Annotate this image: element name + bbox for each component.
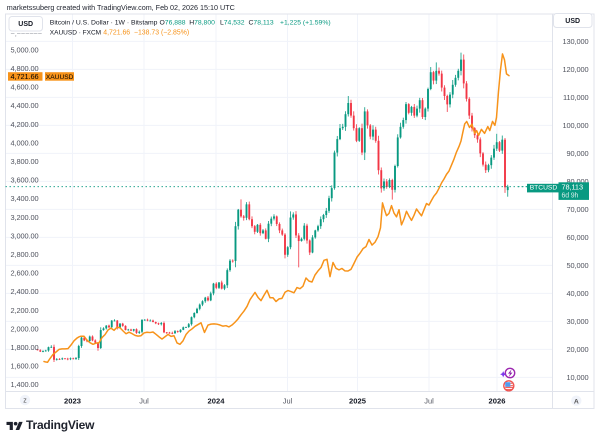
svg-text:1,400.00: 1,400.00 [11, 380, 39, 389]
svg-text:A: A [574, 398, 579, 405]
svg-text:L74,532: L74,532 [220, 19, 245, 26]
svg-text:+1,225 (+1.59%): +1,225 (+1.59%) [280, 19, 331, 26]
svg-text:TradingView: TradingView [26, 418, 95, 432]
svg-text:40,000: 40,000 [566, 289, 588, 298]
svg-text:60,000: 60,000 [566, 233, 588, 242]
svg-text:3,000.00: 3,000.00 [11, 231, 39, 240]
svg-text:USD: USD [18, 21, 33, 28]
svg-text:2023: 2023 [64, 396, 81, 405]
svg-text:4,000.00: 4,000.00 [11, 138, 39, 147]
svg-text:−,−−−−−−: −,−−−−−− [11, 29, 42, 38]
svg-text:3,200.00: 3,200.00 [11, 213, 39, 222]
svg-text:70,000: 70,000 [566, 205, 588, 214]
svg-text:3,600.00: 3,600.00 [11, 176, 39, 185]
svg-text:6d 9h: 6d 9h [562, 193, 579, 200]
svg-text:O76,888: O76,888 [160, 19, 186, 26]
svg-text:4,600.00: 4,600.00 [11, 83, 39, 92]
svg-text:3,400.00: 3,400.00 [11, 194, 39, 203]
svg-text:C78,113: C78,113 [249, 19, 274, 26]
svg-text:4,721.66: 4,721.66 [11, 72, 39, 81]
svg-text:10,000: 10,000 [566, 373, 588, 382]
svg-text:130,000: 130,000 [562, 37, 588, 46]
svg-text:H78,800: H78,800 [189, 19, 215, 26]
svg-text:BTCUSD: BTCUSD [530, 185, 558, 192]
svg-text:marketssuberg created with Tra: marketssuberg created with TradingView.c… [7, 3, 235, 12]
svg-text:2,600.00: 2,600.00 [11, 269, 39, 278]
svg-text:1,800.00: 1,800.00 [11, 343, 39, 352]
svg-text:20,000: 20,000 [566, 345, 588, 354]
svg-text:50,000: 50,000 [566, 261, 588, 270]
svg-text:Jul: Jul [139, 396, 149, 405]
svg-text:30,000: 30,000 [566, 317, 588, 326]
svg-text:4,200.00: 4,200.00 [11, 120, 39, 129]
svg-text:3,800.00: 3,800.00 [11, 157, 39, 166]
svg-text:2,400.00: 2,400.00 [11, 287, 39, 296]
svg-text:1,600.00: 1,600.00 [11, 362, 39, 371]
svg-text:Bitcoin / U.S. Dollar · 1W · B: Bitcoin / U.S. Dollar · 1W · Bitstamp [50, 19, 158, 26]
svg-text:XAUUSD · FXCM: XAUUSD · FXCM [50, 30, 101, 37]
svg-text:Jul: Jul [424, 396, 434, 405]
svg-text:2026: 2026 [489, 396, 506, 405]
svg-text:110,000: 110,000 [563, 93, 588, 102]
svg-text:USD: USD [565, 18, 580, 25]
svg-text:2025: 2025 [349, 396, 367, 405]
svg-text:100,000: 100,000 [562, 121, 588, 130]
svg-text:4,400.00: 4,400.00 [11, 101, 39, 110]
svg-text:2,000.00: 2,000.00 [11, 324, 39, 333]
svg-text:2024: 2024 [208, 396, 226, 405]
svg-text:90,000: 90,000 [566, 149, 588, 158]
svg-text:2,800.00: 2,800.00 [11, 250, 39, 259]
svg-text:4,800.00: 4,800.00 [11, 64, 39, 73]
svg-text:4,721.66 −138.73 (−2.85%): 4,721.66 −138.73 (−2.85%) [103, 30, 189, 37]
svg-text:2,200.00: 2,200.00 [11, 306, 39, 315]
svg-text:5,000.00: 5,000.00 [11, 46, 39, 55]
svg-text:XAUUSD: XAUUSD [46, 74, 74, 81]
svg-text:z: z [23, 398, 27, 405]
svg-text:78,113: 78,113 [562, 182, 583, 191]
svg-text:80,000: 80,000 [566, 177, 588, 186]
svg-text:120,000: 120,000 [562, 65, 588, 74]
svg-text:Jul: Jul [283, 396, 293, 405]
